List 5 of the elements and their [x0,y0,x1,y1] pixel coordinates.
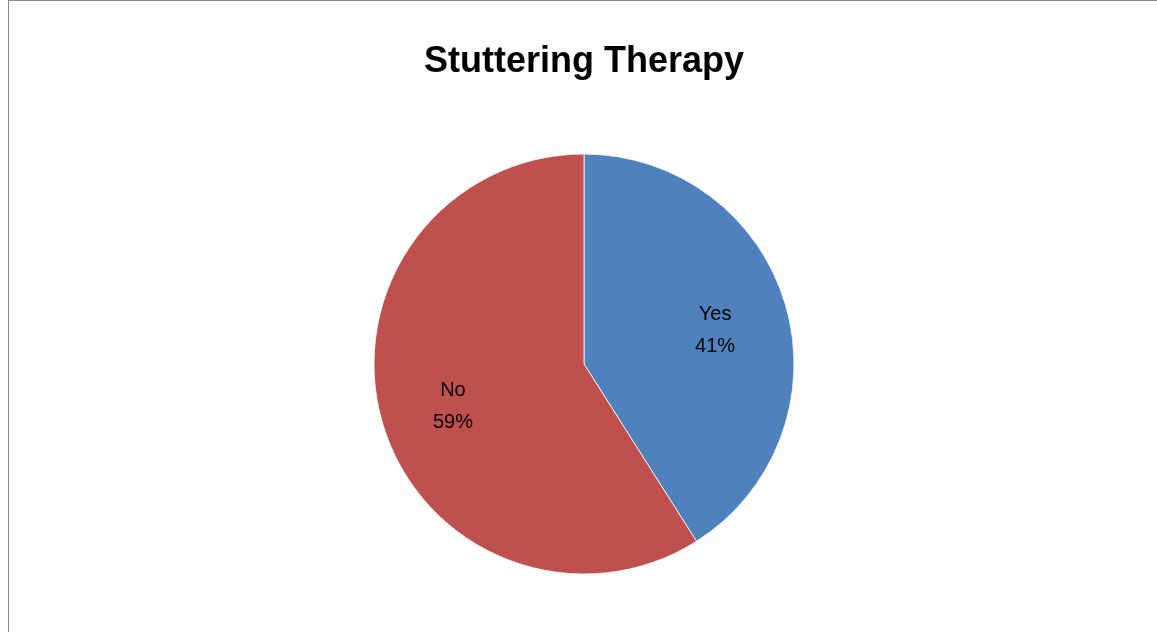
data-label: 59% [432,410,474,433]
chart-title: Stuttering Therapy [423,39,745,80]
slice-label: No [440,378,466,401]
data-label: 41% [695,333,736,356]
slice-label: Yes [698,301,732,324]
